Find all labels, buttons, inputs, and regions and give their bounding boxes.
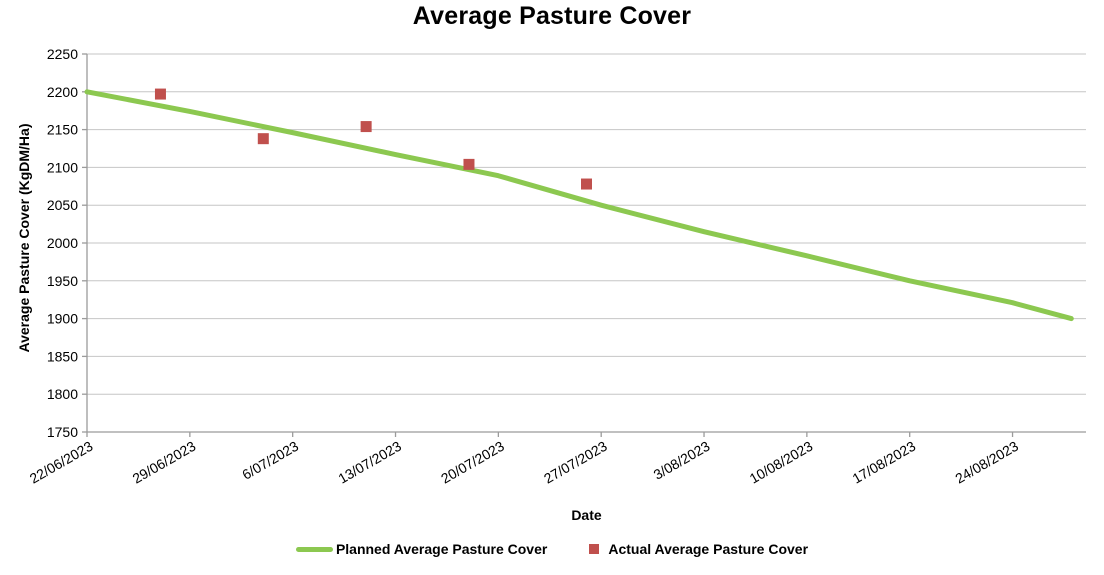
y-tick-label: 1750 bbox=[47, 424, 78, 440]
x-tick-label: 17/08/2023 bbox=[850, 438, 919, 487]
x-tick-label: 13/07/2023 bbox=[335, 438, 404, 487]
x-tick-label: 24/08/2023 bbox=[952, 438, 1021, 487]
legend-item-planned: Planned Average Pasture Cover bbox=[295, 541, 548, 557]
y-tick-label: 2000 bbox=[47, 235, 78, 251]
y-tick-label: 1900 bbox=[47, 311, 78, 327]
x-tick-label: 3/08/2023 bbox=[651, 438, 713, 483]
chart-title: Average Pasture Cover bbox=[412, 2, 692, 30]
x-tick-label: 22/06/2023 bbox=[27, 438, 96, 487]
actual-marker-swatch bbox=[589, 544, 600, 554]
y-tick-label: 1850 bbox=[47, 348, 78, 364]
planned-line-swatch bbox=[295, 546, 333, 552]
y-tick-label: 2150 bbox=[47, 122, 78, 138]
actual-point bbox=[154, 88, 166, 100]
planned-line bbox=[84, 89, 1074, 322]
legend: Planned Average Pasture Cover Actual Ave… bbox=[0, 541, 1104, 557]
y-tick-label: 1800 bbox=[47, 386, 78, 402]
x-axis-title: Date bbox=[571, 507, 602, 523]
actual-point bbox=[581, 178, 592, 190]
x-tick-label: 27/07/2023 bbox=[541, 438, 610, 487]
x-tick-label: 6/07/2023 bbox=[239, 438, 301, 483]
actual-point bbox=[257, 133, 269, 145]
y-tick-label: 2050 bbox=[47, 197, 78, 213]
y-tick-label: 2100 bbox=[47, 159, 78, 175]
y-tick-label: 1950 bbox=[47, 273, 78, 289]
x-tick-label: 10/08/2023 bbox=[747, 438, 816, 487]
actual-point bbox=[463, 158, 475, 170]
x-tick-label: 29/06/2023 bbox=[130, 438, 199, 487]
legend-label-actual: Actual Average Pasture Cover bbox=[608, 541, 809, 557]
legend-item-actual: Actual Average Pasture Cover bbox=[589, 541, 808, 557]
legend-label-planned: Planned Average Pasture Cover bbox=[335, 541, 548, 557]
y-tick-label: 2200 bbox=[47, 84, 78, 100]
x-tick-label: 20/07/2023 bbox=[438, 438, 507, 487]
actual-point bbox=[360, 121, 372, 133]
y-tick-label: 2250 bbox=[47, 46, 78, 62]
